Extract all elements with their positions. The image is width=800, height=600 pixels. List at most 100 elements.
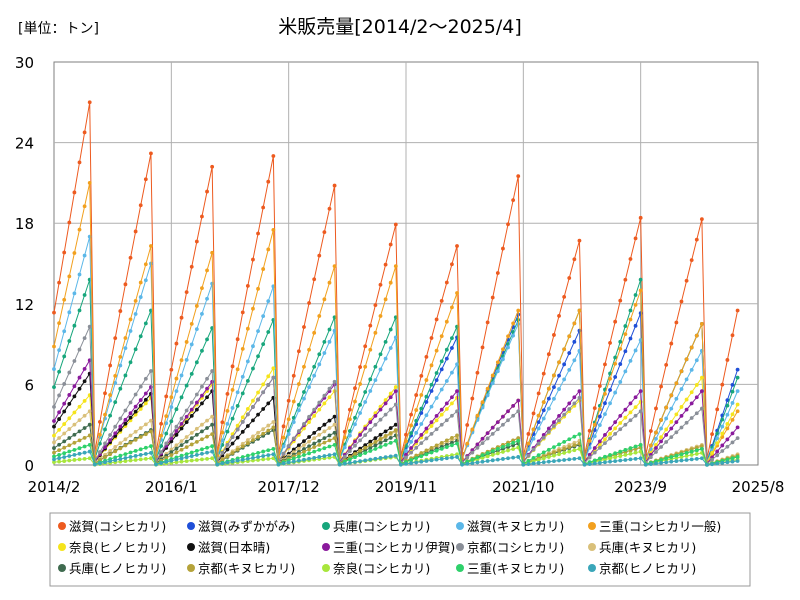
data-point: [674, 320, 679, 325]
data-point: [735, 367, 740, 372]
data-point: [82, 435, 87, 440]
data-point: [536, 426, 541, 431]
data-point: [108, 459, 113, 464]
data-point: [679, 425, 684, 430]
data-point: [52, 433, 56, 438]
data-point: [179, 358, 184, 363]
data-point: [154, 462, 158, 467]
data-point: [552, 373, 556, 378]
legend-label: 京都(キヌヒカリ): [198, 561, 295, 576]
data-point: [200, 348, 204, 353]
data-point: [302, 421, 306, 426]
data-point: [72, 432, 77, 437]
data-point: [363, 400, 368, 404]
data-point: [261, 449, 266, 454]
data-point: [608, 459, 612, 464]
data-point: [501, 450, 505, 454]
data-point: [694, 452, 699, 456]
data-point: [552, 453, 556, 458]
data-point: [699, 389, 704, 394]
data-point: [429, 382, 434, 387]
data-point: [393, 222, 398, 227]
data-point: [87, 422, 92, 427]
data-point: [220, 438, 225, 443]
data-point: [485, 386, 490, 391]
data-point: [623, 415, 628, 420]
data-point: [174, 376, 179, 381]
data-point: [363, 445, 368, 450]
data-point: [735, 459, 740, 463]
data-point: [123, 452, 128, 456]
data-point: [480, 453, 485, 458]
data-point: [67, 416, 72, 421]
x-tick-label: 2017/12: [258, 478, 320, 496]
data-point: [123, 443, 128, 448]
data-point: [699, 322, 704, 326]
data-point: [261, 267, 266, 271]
data-point: [434, 448, 439, 453]
data-point: [450, 395, 454, 400]
data-point: [291, 436, 296, 441]
data-point: [123, 459, 128, 464]
data-point: [164, 421, 169, 426]
data-point: [434, 418, 439, 423]
data-point: [205, 445, 209, 450]
data-point: [174, 433, 179, 437]
data-point: [194, 449, 199, 453]
data-point: [383, 455, 388, 460]
data-point: [419, 433, 424, 437]
data-point: [592, 434, 597, 439]
data-point: [256, 458, 260, 462]
data-point: [404, 439, 408, 444]
data-point: [490, 431, 495, 436]
data-point: [205, 395, 209, 400]
data-point: [210, 432, 215, 437]
data-point: [429, 458, 434, 463]
data-point: [613, 459, 618, 464]
data-point: [699, 444, 704, 449]
data-point: [378, 407, 383, 412]
data-point: [674, 430, 679, 435]
chart-title: 米販売量[2014/2～2025/4]: [278, 16, 522, 38]
data-point: [730, 382, 735, 387]
data-point: [174, 460, 179, 465]
data-point: [388, 436, 393, 440]
data-point: [57, 456, 62, 461]
data-point: [77, 375, 82, 380]
data-point: [664, 416, 669, 421]
data-point: [541, 435, 546, 440]
data-point: [363, 451, 368, 455]
data-point: [628, 308, 633, 313]
data-point: [577, 446, 582, 451]
data-point: [557, 458, 561, 463]
data-point: [572, 395, 577, 400]
data-point: [485, 320, 490, 325]
data-point: [52, 460, 56, 465]
data-point: [62, 431, 67, 436]
data-point: [113, 458, 118, 462]
data-point: [103, 441, 107, 446]
data-point: [490, 381, 495, 386]
data-point: [113, 400, 118, 404]
data-point: [296, 443, 301, 448]
data-point: [694, 395, 699, 400]
data-point: [455, 452, 459, 457]
data-point: [689, 453, 694, 457]
data-point: [256, 451, 260, 455]
data-point: [215, 462, 220, 467]
data-point: [286, 432, 291, 436]
data-point: [225, 392, 230, 396]
data-point: [373, 436, 378, 441]
data-point: [567, 351, 572, 355]
data-point: [266, 401, 271, 406]
legend-label: 滋賀(コシヒカリ): [69, 519, 166, 534]
data-point: [77, 446, 82, 451]
data-point: [174, 341, 179, 346]
y-tick-label: 0: [24, 457, 34, 475]
data-point: [669, 406, 674, 411]
data-point: [245, 438, 250, 442]
data-point: [82, 413, 87, 418]
data-point: [149, 429, 153, 434]
data-point: [638, 389, 643, 394]
data-point: [424, 436, 429, 441]
